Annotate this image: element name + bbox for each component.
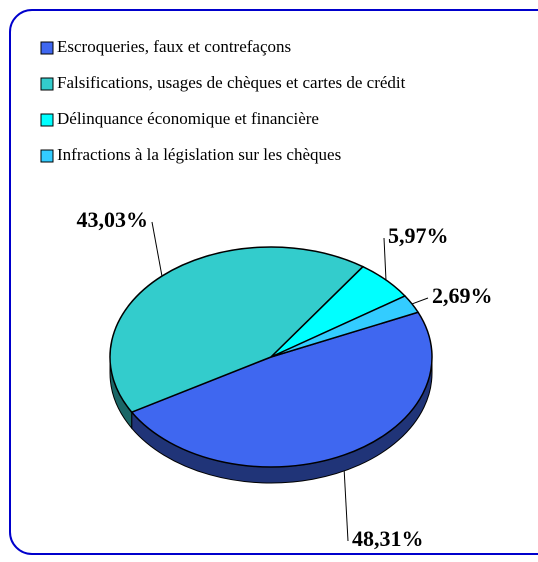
leader-line: [383, 237, 387, 281]
legend-swatch: [40, 77, 54, 91]
legend-label: Escroqueries, faux et contrefaçons: [57, 37, 291, 56]
leader-line: [343, 470, 349, 542]
legend-swatch: [40, 149, 54, 163]
legend-label: Délinquance économique et financière: [57, 109, 319, 128]
leader-line: [151, 221, 163, 277]
pie-slice: [130, 311, 433, 468]
legend-swatch: [40, 113, 54, 127]
legend-label: Falsifications, usages de chèques et car…: [57, 73, 406, 92]
legend-label: Infractions à la législation sur les chè…: [57, 145, 341, 164]
data-label: 2,69%: [432, 283, 493, 308]
data-label: 43,03%: [77, 207, 149, 232]
leader-line: [411, 297, 429, 305]
data-label: 48,31%: [352, 526, 424, 551]
legend-swatch: [40, 41, 54, 55]
pie-slice: [109, 246, 365, 414]
data-label: 5,97%: [388, 223, 449, 248]
